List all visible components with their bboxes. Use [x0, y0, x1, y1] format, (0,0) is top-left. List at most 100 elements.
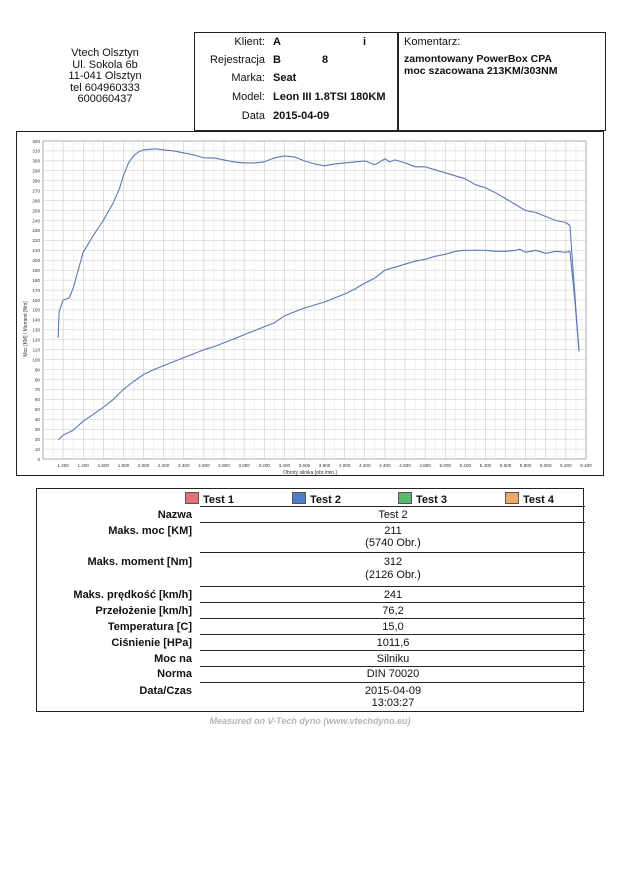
x-tick-label: 1.400	[77, 463, 89, 468]
shop-phone-2: 600060437	[77, 93, 133, 105]
name-value: Test 2	[378, 509, 408, 521]
x-tick-label: 4.800	[419, 463, 431, 468]
shop-city: 11-041 Olsztyn	[68, 70, 142, 82]
x-tick-label: 2.800	[218, 463, 230, 468]
x-tick-label: 3.000	[238, 463, 250, 468]
y-tick-label: 140	[32, 318, 40, 323]
x-tick-label: 6.200	[560, 463, 572, 468]
row-divider	[200, 586, 585, 587]
power-at-value: Silniku	[376, 653, 410, 665]
datetime-time: 13:03:27	[371, 697, 415, 709]
y-tick-label: 120	[32, 338, 40, 343]
x-tick-label: 1.200	[57, 463, 69, 468]
standard-value: DIN 70020	[366, 668, 420, 680]
workshop-address: Vtech Olsztyn Ul. Sokola 6b 11-041 Olszt…	[30, 47, 180, 106]
model-value: Leon III 1.8TSI 180KM	[273, 91, 386, 103]
x-tick-label: 4.600	[399, 463, 411, 468]
x-tick-label: 2.400	[178, 463, 190, 468]
model-label: Model:	[231, 91, 265, 103]
row-divider	[200, 634, 585, 635]
x-tick-label: 6.000	[540, 463, 552, 468]
x-tick-label: 2.000	[138, 463, 150, 468]
registration-extra: 8	[322, 54, 329, 66]
y-tick-label: 160	[32, 298, 40, 303]
row-divider	[200, 552, 585, 553]
shop-street: Ul. Sokola 6b	[72, 58, 138, 71]
row-divider	[200, 522, 585, 523]
client-value: A	[273, 36, 281, 48]
y-tick-label: 320	[32, 139, 40, 144]
comment-line-2: moc szacowana 213KM/303NM	[404, 65, 558, 77]
registration-row: Rejestracja B 8	[195, 54, 397, 70]
footer-credit: Measured on V-Tech dyno (www.vtechdyno.e…	[209, 716, 411, 726]
registration-label: Rejestracja	[209, 54, 265, 66]
y-tick-label: 230	[32, 228, 40, 233]
power-at-label: Moc na	[154, 653, 192, 665]
y-tick-label: 50	[35, 407, 41, 412]
y-tick-label: 60	[35, 397, 41, 402]
x-tick-label: 2.600	[198, 463, 210, 468]
y-tick-label: 40	[35, 417, 41, 422]
y-tick-label: 270	[32, 188, 40, 193]
y-tick-label: 260	[32, 198, 40, 203]
row-divider	[200, 618, 585, 619]
pressure-label: Ciśnienie [HPa]	[111, 637, 192, 649]
comment-label: Komentarz:	[404, 36, 461, 48]
x-tick-label: 5.600	[500, 463, 512, 468]
y-tick-label: 130	[32, 328, 40, 333]
y-tick-label: 30	[35, 427, 41, 432]
x-tick-label: 6.400	[580, 463, 592, 468]
name-label: Nazwa	[157, 509, 192, 521]
x-tick-label: 5.000	[439, 463, 451, 468]
max-torque-value: 312	[383, 556, 403, 568]
test-1-swatch	[185, 492, 199, 504]
gear-ratio-label: Przełożenie [km/h]	[95, 605, 192, 617]
torque-line	[57, 148, 580, 352]
x-tick-label: 4.200	[359, 463, 371, 468]
y-tick-label: 210	[32, 248, 40, 253]
client-row: Klient: A i	[195, 36, 397, 52]
y-tick-label: 0	[37, 457, 40, 462]
comment-text: zamontowany PowerBox CPA moc szacowana 2…	[404, 53, 604, 77]
y-tick-label: 300	[32, 159, 40, 164]
model-row: Model: Leon III 1.8TSI 180KM	[195, 91, 397, 107]
make-value: Seat	[273, 72, 297, 84]
datetime-label: Data/Czas	[139, 685, 192, 697]
y-tick-labels: 0 10 20 30 40 50 60 70 80 90 100 110 120 130 140 150 160…	[32, 139, 40, 462]
y-tick-label: 290	[32, 169, 40, 174]
test-4-swatch	[505, 492, 519, 504]
y-tick-label: 190	[32, 268, 40, 273]
max-power-label: Maks. moc [KM]	[108, 525, 192, 537]
y-tick-label: 100	[32, 357, 40, 362]
x-tick-label: 4.000	[339, 463, 351, 468]
make-row: Marka: Seat	[195, 72, 397, 88]
date-row: Data 2015-04-09	[195, 110, 397, 126]
y-tick-label: 70	[35, 387, 41, 392]
y-axis-label: Moc [KM] / Moment [Nm]	[23, 301, 29, 357]
dyno-chart: 0 10 20 30 40 50 60 70 80 90 100 110 120 130 140 150 160…	[23, 139, 592, 476]
x-tick-label: 5.200	[460, 463, 472, 468]
vehicle-info-box: Klient: A i Rejestracja B 8 Marka: Seat …	[194, 32, 398, 131]
x-tick-label: 3.800	[319, 463, 331, 468]
x-tick-label: 5.800	[520, 463, 532, 468]
y-tick-label: 10	[35, 447, 41, 452]
x-tick-label: 3.600	[299, 463, 311, 468]
shop-name: Vtech Olsztyn	[71, 47, 139, 59]
comment-line-1: zamontowany PowerBox CPA	[404, 53, 552, 65]
shop-phone: tel 604960333	[70, 81, 140, 94]
y-tick-label: 150	[32, 308, 40, 313]
y-tick-label: 220	[32, 238, 40, 243]
pressure-value: 1011,6	[376, 637, 410, 649]
x-tick-label: 1.800	[118, 463, 130, 468]
y-tick-label: 170	[32, 288, 40, 293]
y-tick-label: 80	[35, 377, 41, 382]
row-divider	[200, 682, 585, 683]
datetime-date: 2015-04-09	[364, 685, 422, 697]
temperature-value: 15,0	[382, 621, 404, 633]
x-axis-label: Obroty silnika [obr./min.]	[283, 470, 337, 476]
legend-test-2: Test 2	[292, 492, 341, 506]
x-tick-label: 2.200	[158, 463, 170, 468]
x-tick-label: 4.400	[379, 463, 391, 468]
row-divider	[200, 650, 585, 651]
y-tick-label: 110	[33, 347, 41, 352]
